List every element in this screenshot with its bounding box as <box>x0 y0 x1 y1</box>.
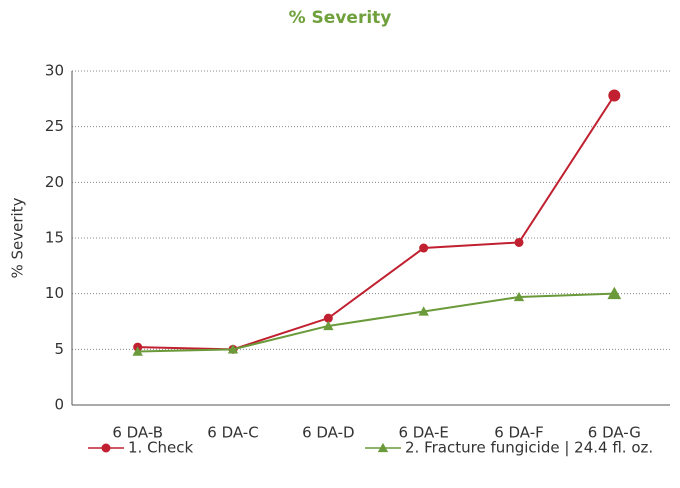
y-axis-label: % Severity <box>9 197 27 278</box>
x-tick-label: 6 DA-D <box>302 424 355 442</box>
y-tick-label: 30 <box>45 62 64 80</box>
data-point <box>323 320 334 331</box>
data-point <box>323 313 333 323</box>
y-tick-label: 20 <box>45 173 64 191</box>
y-tick-label: 5 <box>54 340 64 358</box>
legend-label: 1. Check <box>128 439 194 457</box>
x-tick-label: 6 DA-G <box>588 424 641 442</box>
legend-marker <box>101 443 111 453</box>
data-point <box>607 286 622 300</box>
y-tick-label: 15 <box>45 229 64 247</box>
x-tick-label: 6 DA-F <box>494 424 544 442</box>
x-tick-label: 6 DA-C <box>207 424 258 442</box>
x-tick-label: 6 DA-B <box>112 424 163 442</box>
series-line <box>137 292 615 353</box>
data-point <box>132 346 143 356</box>
y-tick-label: 0 <box>54 396 64 414</box>
data-point <box>514 237 524 247</box>
legend-marker <box>377 442 389 453</box>
legend-label: 2. Fracture fungicide | 24.4 fl. oz. <box>405 439 653 457</box>
data-point <box>418 306 429 316</box>
data-point <box>513 291 525 302</box>
series-line <box>137 94 616 351</box>
data-point <box>419 243 429 253</box>
chart-title: % Severity <box>289 8 392 28</box>
data-point <box>608 89 621 102</box>
y-tick-label: 25 <box>45 117 64 135</box>
data-point <box>227 344 239 354</box>
y-tick-label: 10 <box>45 284 64 302</box>
x-tick-label: 6 DA-E <box>398 424 448 442</box>
